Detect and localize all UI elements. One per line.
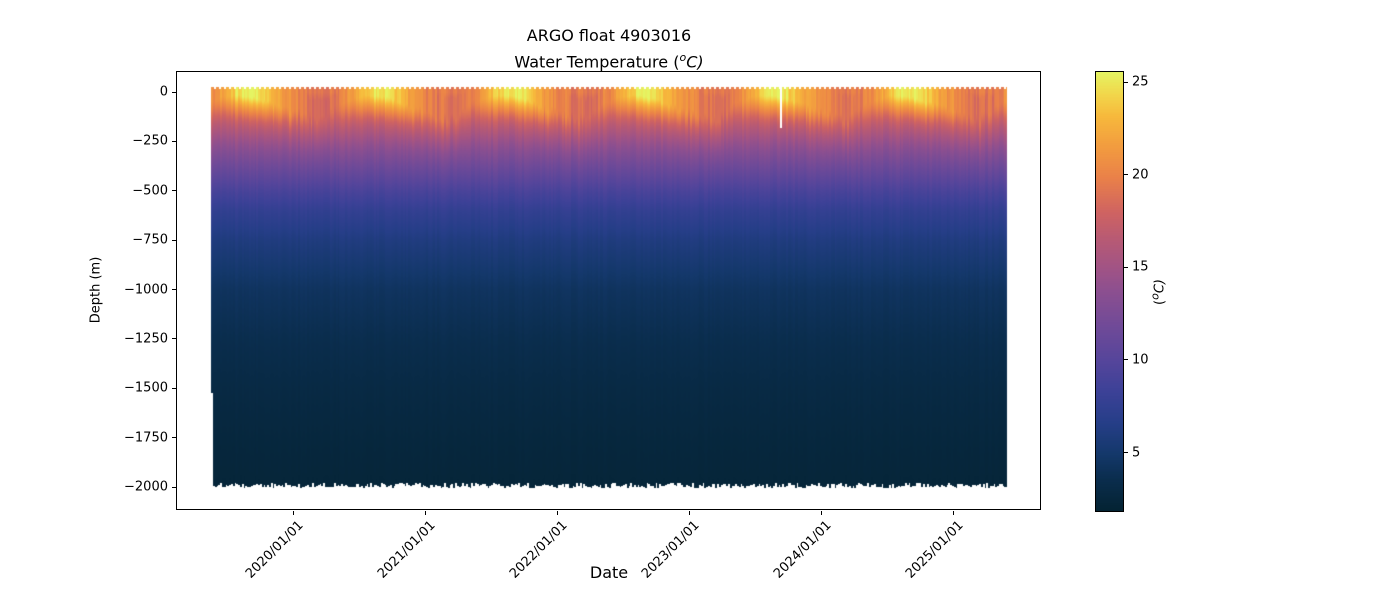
y-tick-label: 0 (159, 84, 168, 100)
colorbar-tick-label: 25 (1132, 74, 1149, 90)
x-tick-label: 2020/01/01 (243, 518, 307, 582)
x-tickmark (424, 511, 426, 515)
colorbar-canvas (1096, 72, 1123, 511)
colorbar-tickmark (1124, 266, 1128, 268)
x-tick-label: 2022/01/01 (507, 518, 571, 582)
colorbar (1095, 71, 1124, 512)
colorbar-tick-label: 15 (1132, 259, 1149, 275)
x-tick-label: 2021/01/01 (375, 518, 439, 582)
x-tickmark (952, 511, 954, 515)
cbar-label-suffix: C) (1152, 279, 1168, 294)
y-axis-label: Depth (m) (88, 256, 104, 324)
x-tickmark (292, 511, 294, 515)
y-tickmark (172, 486, 176, 488)
x-tickmark (688, 511, 690, 515)
y-tickmark (172, 91, 176, 93)
x-tick-label: 2023/01/01 (639, 518, 703, 582)
y-tickmark (172, 239, 176, 241)
y-tick-label: −1750 (124, 430, 168, 446)
y-tickmark (172, 140, 176, 142)
subtitle-suffix: C) (686, 52, 704, 72)
y-tick-label: −1250 (124, 331, 168, 347)
x-tickmark (820, 511, 822, 515)
colorbar-label: (oC) (1148, 279, 1167, 305)
y-tickmark (172, 190, 176, 192)
colorbar-tickmark (1124, 452, 1128, 454)
cbar-label-prefix: ( (1152, 299, 1168, 305)
colorbar-tick-label: 20 (1132, 167, 1149, 183)
colorbar-tickmark (1124, 174, 1128, 176)
x-tick-label: 2025/01/01 (903, 518, 967, 582)
heatmap-canvas (177, 72, 1042, 510)
x-tickmark (556, 511, 558, 515)
title-block: ARGO float 4903016 Water Temperature (oC… (176, 25, 1042, 73)
y-tick-label: −1500 (124, 380, 168, 396)
cbar-label-sup: o (1148, 293, 1162, 300)
y-tick-label: −1000 (124, 282, 168, 297)
x-axis-label: Date (589, 563, 629, 582)
y-tickmark (172, 387, 176, 389)
y-tick-label: −750 (132, 232, 168, 248)
y-tickmark (172, 289, 176, 290)
y-tick-label: −2000 (124, 479, 168, 495)
subtitle-prefix: Water Temperature ( (514, 52, 680, 72)
colorbar-tickmark (1124, 81, 1128, 83)
colorbar-tick-label: 5 (1132, 445, 1141, 461)
subtitle-sup: o (679, 51, 687, 64)
y-tickmark (172, 437, 176, 439)
chart-title: ARGO float 4903016 (526, 26, 692, 45)
y-tick-label: −500 (132, 183, 168, 199)
colorbar-tick-label: 10 (1132, 352, 1149, 368)
chart-subtitle: Water Temperature (oC) (176, 47, 1042, 73)
y-tickmark (172, 338, 176, 340)
colorbar-tickmark (1124, 359, 1128, 361)
x-tick-label: 2024/01/01 (771, 518, 835, 582)
y-tick-label: −250 (132, 133, 168, 149)
